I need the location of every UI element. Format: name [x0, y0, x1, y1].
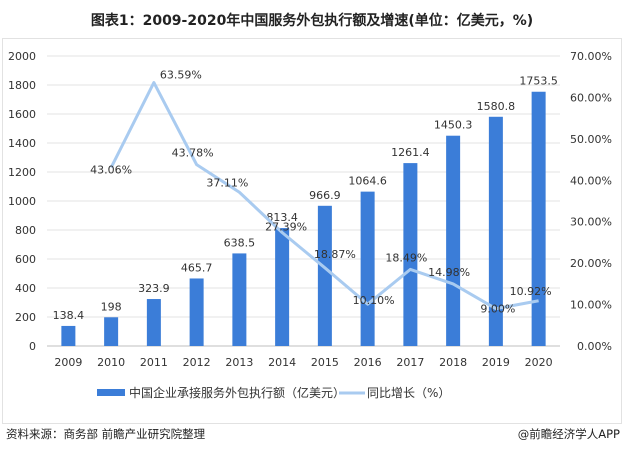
- y-left-tick-label: 1000: [8, 195, 36, 208]
- x-tick-label: 2019: [482, 356, 510, 369]
- bar: [488, 116, 503, 346]
- y-left-tick-label: 200: [15, 311, 36, 324]
- y-right-tick-label: 30.00%: [570, 216, 612, 229]
- y-right-tick-label: 70.00%: [570, 50, 612, 63]
- y-right-tick-label: 60.00%: [570, 91, 612, 104]
- bar-label: 966.9: [309, 189, 341, 202]
- bar: [317, 205, 332, 346]
- y-right-tick-label: 0.00%: [577, 340, 612, 353]
- x-tick-label: 2016: [354, 356, 382, 369]
- y-left-tick-label: 1200: [8, 166, 36, 179]
- line-label: 43.06%: [90, 164, 132, 177]
- legend-bar-swatch: [97, 389, 125, 396]
- chart-frame: [2, 38, 622, 424]
- bar-label: 465.7: [181, 261, 213, 274]
- bar-label: 638.5: [224, 236, 256, 249]
- source-note: 资料来源：商务部 前瞻产业研究院整理: [6, 427, 206, 441]
- x-tick-label: 2012: [183, 356, 211, 369]
- x-tick-label: 2015: [311, 356, 339, 369]
- line-label: 9.00%: [480, 303, 515, 316]
- bar: [232, 253, 247, 346]
- bar-label: 198: [101, 300, 122, 313]
- line-label: 10.92%: [510, 285, 552, 298]
- credit: @前瞻经济学人APP: [517, 427, 620, 441]
- x-tick-label: 2020: [525, 356, 553, 369]
- bar-label: 323.9: [138, 282, 170, 295]
- x-tick-label: 2017: [396, 356, 424, 369]
- line-label: 43.78%: [172, 147, 214, 160]
- bar: [146, 299, 161, 346]
- x-tick-label: 2013: [225, 356, 253, 369]
- y-left-tick-label: 1800: [8, 79, 36, 92]
- y-left-tick-label: 2000: [8, 50, 36, 63]
- bar-label: 1580.8: [477, 100, 516, 113]
- x-tick-label: 2014: [268, 356, 296, 369]
- bar: [275, 228, 290, 346]
- bar: [360, 191, 375, 346]
- x-tick-label: 2018: [439, 356, 467, 369]
- x-tick-label: 2010: [97, 356, 125, 369]
- y-left-tick-label: 800: [15, 224, 36, 237]
- x-tick-label: 2011: [140, 356, 168, 369]
- line-label: 63.59%: [160, 69, 202, 82]
- line-label: 18.49%: [385, 251, 427, 264]
- line-label: 27.39%: [265, 221, 307, 234]
- bar-label: 813.4: [266, 211, 298, 224]
- bar-label: 138.4: [53, 309, 85, 322]
- y-left-tick-label: 400: [15, 282, 36, 295]
- y-left-tick-label: 1600: [8, 108, 36, 121]
- y-right-tick-label: 20.00%: [570, 257, 612, 270]
- bar: [61, 325, 76, 346]
- y-right-tick-label: 10.00%: [570, 299, 612, 312]
- bar: [189, 278, 204, 346]
- bar: [104, 317, 119, 346]
- growth-line: [109, 81, 539, 311]
- line-label: 37.11%: [206, 176, 248, 189]
- line-label: 10.10%: [353, 294, 395, 307]
- y-left-tick-label: 600: [15, 253, 36, 266]
- y-left-tick-label: 1400: [8, 137, 36, 150]
- x-tick-label: 2009: [54, 356, 82, 369]
- line-label: 14.98%: [428, 266, 470, 279]
- legend-line-label: 同比增长（%）: [367, 386, 450, 400]
- bar-label: 1064.6: [348, 175, 387, 188]
- bar: [403, 163, 418, 346]
- chart-title: 图表1：2009-2020年中国服务外包执行额及增速(单位：亿美元，%): [90, 13, 534, 29]
- bar-label: 1261.4: [391, 146, 430, 159]
- bar: [446, 135, 461, 346]
- y-right-tick-label: 50.00%: [570, 133, 612, 146]
- line-label: 18.87%: [314, 248, 356, 261]
- bar: [531, 91, 546, 347]
- y-left-tick-label: 0: [29, 340, 36, 353]
- bar-label: 1753.5: [519, 75, 558, 88]
- y-right-tick-label: 40.00%: [570, 174, 612, 187]
- legend-bar-label: 中国企业承接服务外包执行额（亿美元）: [129, 385, 345, 400]
- bar-label: 1450.3: [434, 119, 473, 132]
